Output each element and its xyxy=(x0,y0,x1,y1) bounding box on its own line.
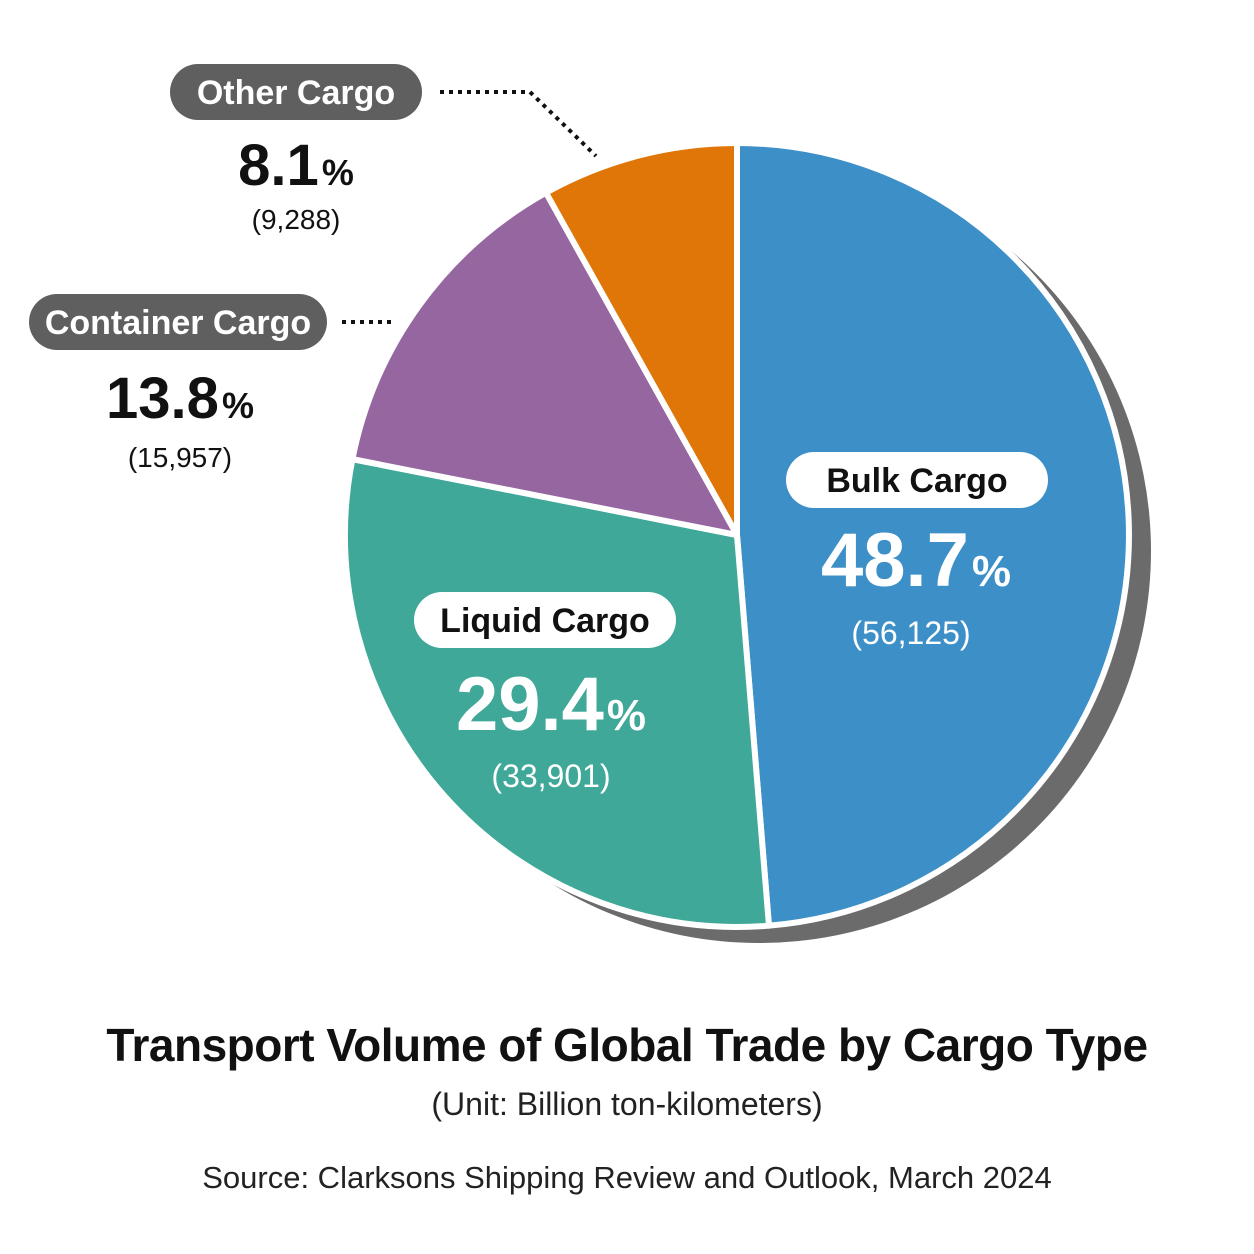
label-container-cargo-pill: Container Cargo xyxy=(29,294,327,350)
label-container-cargo-percent: 13.8% xyxy=(106,366,254,431)
pie-slice-bulk-cargo xyxy=(734,140,1132,929)
label-bulk-cargo-pill-text: Bulk Cargo xyxy=(826,462,1007,500)
label-other-cargo-pill-text: Other Cargo xyxy=(197,74,395,112)
label-liquid-cargo-pill-text: Liquid Cargo xyxy=(440,602,650,640)
pie-slice-liquid-cargo xyxy=(342,456,772,930)
label-container-cargo-pill-text: Container Cargo xyxy=(45,304,311,342)
label-container-cargo-value: (15,957) xyxy=(128,442,232,473)
label-bulk-cargo: Bulk Cargo 48.7% (56,125) xyxy=(786,452,1048,651)
slice-labels: Bulk Cargo 48.7% (56,125) Liquid Cargo 29.4%… xyxy=(29,64,1048,794)
label-other-cargo: Other Cargo 8.1% (9,288) xyxy=(170,64,422,235)
label-container-cargo-pill-background xyxy=(29,294,327,350)
chart-title: Transport Volume of Global Trade by Carg… xyxy=(106,1019,1148,1071)
label-other-cargo-leader-line xyxy=(440,90,598,158)
chart-source: Source: Clarksons Shipping Review and Ou… xyxy=(202,1160,1052,1195)
pie-slice-container-cargo xyxy=(349,189,740,538)
label-liquid-cargo-pill-background xyxy=(414,592,676,648)
label-liquid-cargo-percent: 29.4% xyxy=(456,662,646,747)
label-bulk-cargo-value: (56,125) xyxy=(851,615,970,651)
pie-slice-other-cargo xyxy=(543,140,740,538)
chart-unit: (Unit: Billion ton-kilometers) xyxy=(431,1086,823,1122)
label-other-cargo-pill: Other Cargo xyxy=(170,64,422,120)
label-liquid-cargo-value: (33,901) xyxy=(491,758,610,794)
label-other-cargo-percent: 8.1% xyxy=(238,133,354,198)
leader-lines xyxy=(342,90,598,324)
label-other-cargo-pill-background xyxy=(170,64,422,120)
label-other-cargo-value: (9,288) xyxy=(252,204,341,235)
label-bulk-cargo-pill: Bulk Cargo xyxy=(786,452,1048,508)
label-bulk-cargo-percent: 48.7% xyxy=(821,518,1011,603)
label-bulk-cargo-pill-background xyxy=(786,452,1048,508)
label-container-cargo: Container Cargo 13.8% (15,957) xyxy=(29,294,327,473)
label-liquid-cargo-pill: Liquid Cargo xyxy=(414,592,676,648)
pie-slices xyxy=(342,140,1132,930)
label-liquid-cargo: Liquid Cargo 29.4% (33,901) xyxy=(414,592,676,794)
